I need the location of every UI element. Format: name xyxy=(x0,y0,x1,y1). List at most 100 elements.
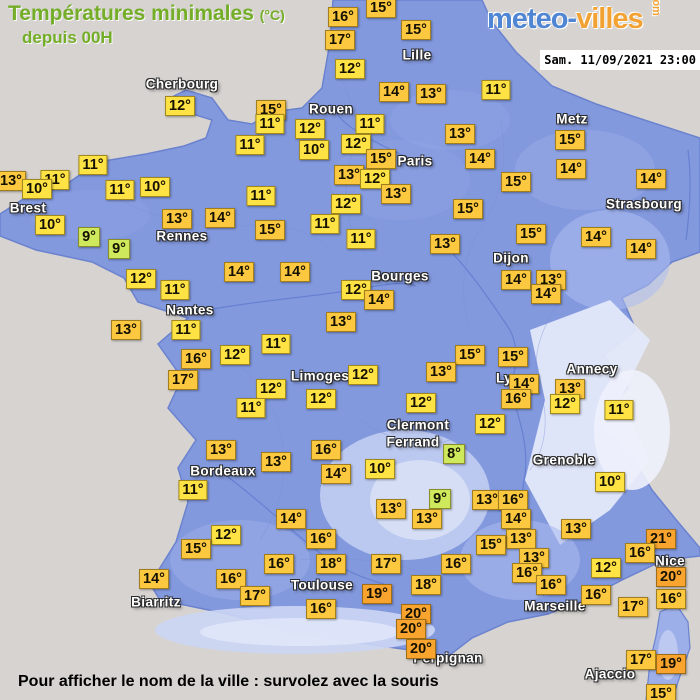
temp-badge[interactable]: 12° xyxy=(341,134,371,154)
temp-badge[interactable]: 16° xyxy=(264,554,294,574)
temp-badge[interactable]: 16° xyxy=(501,389,531,409)
temp-badge[interactable]: 17° xyxy=(325,30,355,50)
temp-badge[interactable]: 11° xyxy=(255,114,285,134)
temp-badge[interactable]: 11° xyxy=(178,480,208,500)
temp-badge[interactable]: 14° xyxy=(224,262,254,282)
temp-badge[interactable]: 15° xyxy=(453,199,483,219)
temp-badge[interactable]: 15° xyxy=(181,539,211,559)
temp-badge[interactable]: 11° xyxy=(160,280,190,300)
temp-badge[interactable]: 10° xyxy=(22,179,52,199)
temp-badge[interactable]: 13° xyxy=(376,499,406,519)
temp-badge[interactable]: 16° xyxy=(328,7,358,27)
temp-badge[interactable]: 13° xyxy=(111,320,141,340)
temp-badge[interactable]: 17° xyxy=(626,650,656,670)
temp-badge[interactable]: 13° xyxy=(326,312,356,332)
temp-badge[interactable]: 14° xyxy=(379,82,409,102)
temp-badge[interactable]: 12° xyxy=(348,365,378,385)
temp-badge[interactable]: 14° xyxy=(205,208,235,228)
temp-badge[interactable]: 11° xyxy=(246,186,276,206)
temp-badge[interactable]: 12° xyxy=(306,389,336,409)
temp-badge[interactable]: 16° xyxy=(306,529,336,549)
temp-badge[interactable]: 14° xyxy=(321,464,351,484)
temp-badge[interactable]: 13° xyxy=(206,440,236,460)
temp-badge[interactable]: 15° xyxy=(401,20,431,40)
temp-badge[interactable]: 8° xyxy=(443,444,465,464)
temp-badge[interactable]: 12° xyxy=(331,194,361,214)
temp-badge[interactable]: 17° xyxy=(240,586,270,606)
temp-badge[interactable]: 17° xyxy=(618,597,648,617)
temp-badge[interactable]: 11° xyxy=(171,320,201,340)
temp-badge[interactable]: 13° xyxy=(426,362,456,382)
temp-badge[interactable]: 20° xyxy=(396,619,426,639)
temp-badge[interactable]: 12° xyxy=(220,345,250,365)
temp-badge[interactable]: 16° xyxy=(536,575,566,595)
temp-badge[interactable]: 13° xyxy=(430,234,460,254)
temp-badge[interactable]: 13° xyxy=(506,529,536,549)
temp-badge[interactable]: 11° xyxy=(604,400,634,420)
temp-badge[interactable]: 10° xyxy=(299,140,329,160)
temp-badge[interactable]: 13° xyxy=(412,509,442,529)
temp-badge[interactable]: 14° xyxy=(636,169,666,189)
temp-badge[interactable]: 20° xyxy=(656,567,686,587)
temp-badge[interactable]: 15° xyxy=(555,130,585,150)
temp-badge[interactable]: 12° xyxy=(591,558,621,578)
temp-badge[interactable]: 13° xyxy=(261,452,291,472)
temp-badge[interactable]: 16° xyxy=(498,490,528,510)
temp-badge[interactable]: 18° xyxy=(411,575,441,595)
temp-badge[interactable]: 11° xyxy=(236,398,266,418)
temp-badge[interactable]: 11° xyxy=(235,135,265,155)
temp-badge[interactable]: 11° xyxy=(78,155,108,175)
temp-badge[interactable]: 16° xyxy=(306,599,336,619)
temp-badge[interactable]: 15° xyxy=(501,172,531,192)
temp-badge[interactable]: 15° xyxy=(646,684,676,700)
temp-badge[interactable]: 10° xyxy=(35,215,65,235)
temp-badge[interactable]: 15° xyxy=(366,0,396,18)
temp-badge[interactable]: 14° xyxy=(139,569,169,589)
temp-badge[interactable]: 12° xyxy=(256,379,286,399)
meteo-villes-logo[interactable]: meteo-villes .com xyxy=(487,0,668,36)
temp-badge[interactable]: 13° xyxy=(162,209,192,229)
temp-badge[interactable]: 15° xyxy=(498,347,528,367)
temp-badge[interactable]: 14° xyxy=(364,290,394,310)
temp-badge[interactable]: 14° xyxy=(501,509,531,529)
temp-badge[interactable]: 15° xyxy=(255,220,285,240)
temp-badge[interactable]: 12° xyxy=(335,59,365,79)
temp-badge[interactable]: 16° xyxy=(216,569,246,589)
temp-badge[interactable]: 13° xyxy=(381,184,411,204)
temp-badge[interactable]: 12° xyxy=(406,393,436,413)
temp-badge[interactable]: 16° xyxy=(656,589,686,609)
temp-badge[interactable]: 12° xyxy=(211,525,241,545)
temp-badge[interactable]: 16° xyxy=(581,585,611,605)
temp-badge[interactable]: 14° xyxy=(581,227,611,247)
temp-badge[interactable]: 11° xyxy=(346,229,376,249)
temp-badge[interactable]: 12° xyxy=(341,280,371,300)
temp-badge[interactable]: 15° xyxy=(476,535,506,555)
temp-badge[interactable]: 11° xyxy=(105,180,135,200)
temp-badge[interactable]: 13° xyxy=(445,124,475,144)
temp-badge[interactable]: 18° xyxy=(316,554,346,574)
temp-badge[interactable]: 14° xyxy=(280,262,310,282)
temp-badge[interactable]: 11° xyxy=(310,214,340,234)
temp-badge[interactable]: 16° xyxy=(181,349,211,369)
temp-badge[interactable]: 12° xyxy=(475,414,505,434)
temp-badge[interactable]: 13° xyxy=(0,171,26,191)
temp-badge[interactable]: 9° xyxy=(78,227,100,247)
temp-badge[interactable]: 14° xyxy=(276,509,306,529)
temp-badge[interactable]: 13° xyxy=(416,84,446,104)
temp-badge[interactable]: 16° xyxy=(311,440,341,460)
temp-badge[interactable]: 9° xyxy=(108,239,130,259)
temp-badge[interactable]: 12° xyxy=(165,96,195,116)
temp-badge[interactable]: 15° xyxy=(366,149,396,169)
temp-badge[interactable]: 12° xyxy=(295,119,325,139)
temp-badge[interactable]: 20° xyxy=(406,639,436,659)
temp-badge[interactable]: 14° xyxy=(626,239,656,259)
temp-badge[interactable]: 14° xyxy=(531,284,561,304)
temp-badge[interactable]: 13° xyxy=(561,519,591,539)
temp-badge[interactable]: 17° xyxy=(371,554,401,574)
temp-badge[interactable]: 16° xyxy=(625,543,655,563)
temp-badge[interactable]: 10° xyxy=(140,177,170,197)
temp-badge[interactable]: 14° xyxy=(465,149,495,169)
temp-badge[interactable]: 14° xyxy=(556,159,586,179)
temp-badge[interactable]: 15° xyxy=(455,345,485,365)
temp-badge[interactable]: 17° xyxy=(168,370,198,390)
